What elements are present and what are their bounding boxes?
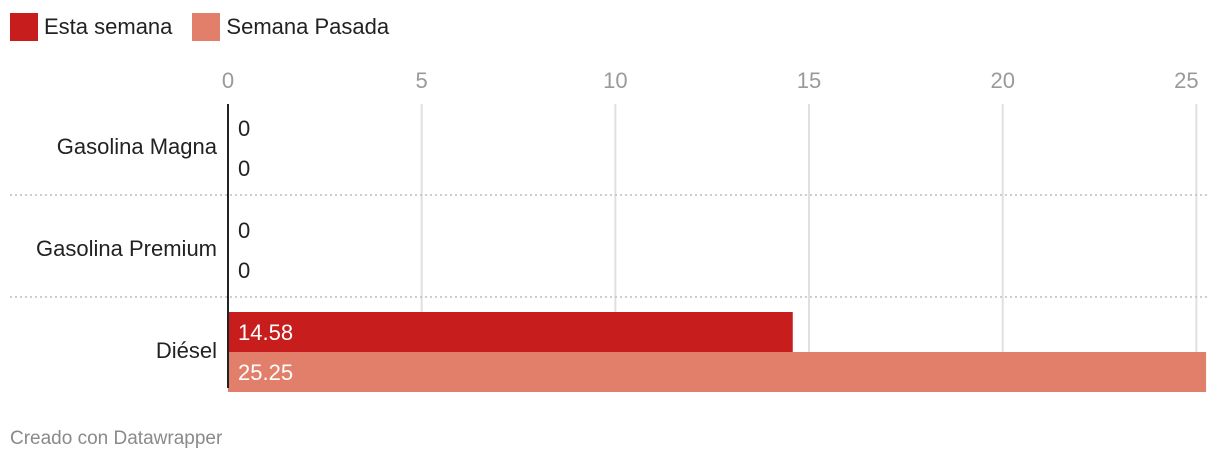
legend-label-esta-semana: Esta semana [44,14,173,39]
legend-label-semana-pasada: Semana Pasada [226,14,390,39]
category-label-1: Gasolina Premium [36,236,217,261]
bar-2-0 [228,312,793,352]
x-tick-label-0: 0 [222,68,234,93]
value-label-1-0: 0 [238,218,250,243]
value-label-2-1: 25.25 [238,360,293,385]
legend-item-semana-pasada: Semana Pasada [192,13,389,41]
category-label-0: Gasolina Magna [57,134,218,159]
value-label-2-0: 14.58 [238,320,293,345]
x-tick-label-3: 15 [797,68,821,93]
legend-item-esta-semana: Esta semana [10,13,172,41]
x-tick-label-1: 5 [416,68,428,93]
legend-swatch-esta-semana [10,13,38,41]
footer-credit: Creado con Datawrapper [10,428,223,449]
value-label-0-1: 0 [238,156,250,181]
value-label-0-0: 0 [238,116,250,141]
value-label-1-1: 0 [238,258,250,283]
legend-swatch-semana-pasada [192,13,221,41]
x-tick-label-4: 20 [990,68,1014,93]
chart-legend: Esta semana Semana Pasada [10,12,409,42]
bar-2-1 [228,352,1207,392]
category-label-2: Diésel [156,338,217,363]
x-tick-label-2: 10 [603,68,627,93]
x-tick-label-5: 25 [1174,68,1198,93]
